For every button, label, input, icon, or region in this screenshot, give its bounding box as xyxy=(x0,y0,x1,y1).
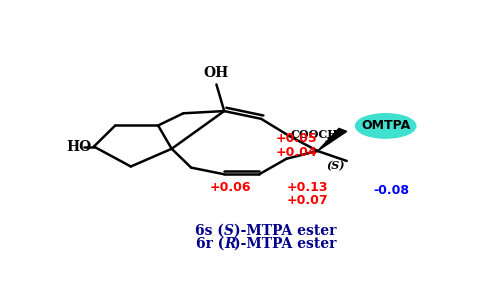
Text: OH: OH xyxy=(203,66,228,80)
Text: )-MTPA ester: )-MTPA ester xyxy=(233,224,336,238)
Polygon shape xyxy=(317,128,346,151)
Text: HO: HO xyxy=(67,140,92,154)
Text: 6r (: 6r ( xyxy=(195,237,224,251)
Text: +0.05: +0.05 xyxy=(275,132,316,145)
Text: )-MTPA ester: )-MTPA ester xyxy=(233,237,336,251)
Text: S: S xyxy=(224,224,234,238)
Text: -0.08: -0.08 xyxy=(373,184,409,197)
Text: OMTPA: OMTPA xyxy=(360,120,409,132)
Text: +0.13: +0.13 xyxy=(287,181,328,194)
Text: 3: 3 xyxy=(324,136,330,144)
Text: 6s (: 6s ( xyxy=(195,224,224,238)
Text: COOCH: COOCH xyxy=(290,129,337,140)
Text: (S): (S) xyxy=(326,160,344,171)
Ellipse shape xyxy=(355,114,415,138)
Text: +0.04: +0.04 xyxy=(275,146,316,159)
Text: +0.07: +0.07 xyxy=(287,194,328,207)
Text: +0.06: +0.06 xyxy=(209,181,250,194)
Text: R: R xyxy=(224,237,235,251)
